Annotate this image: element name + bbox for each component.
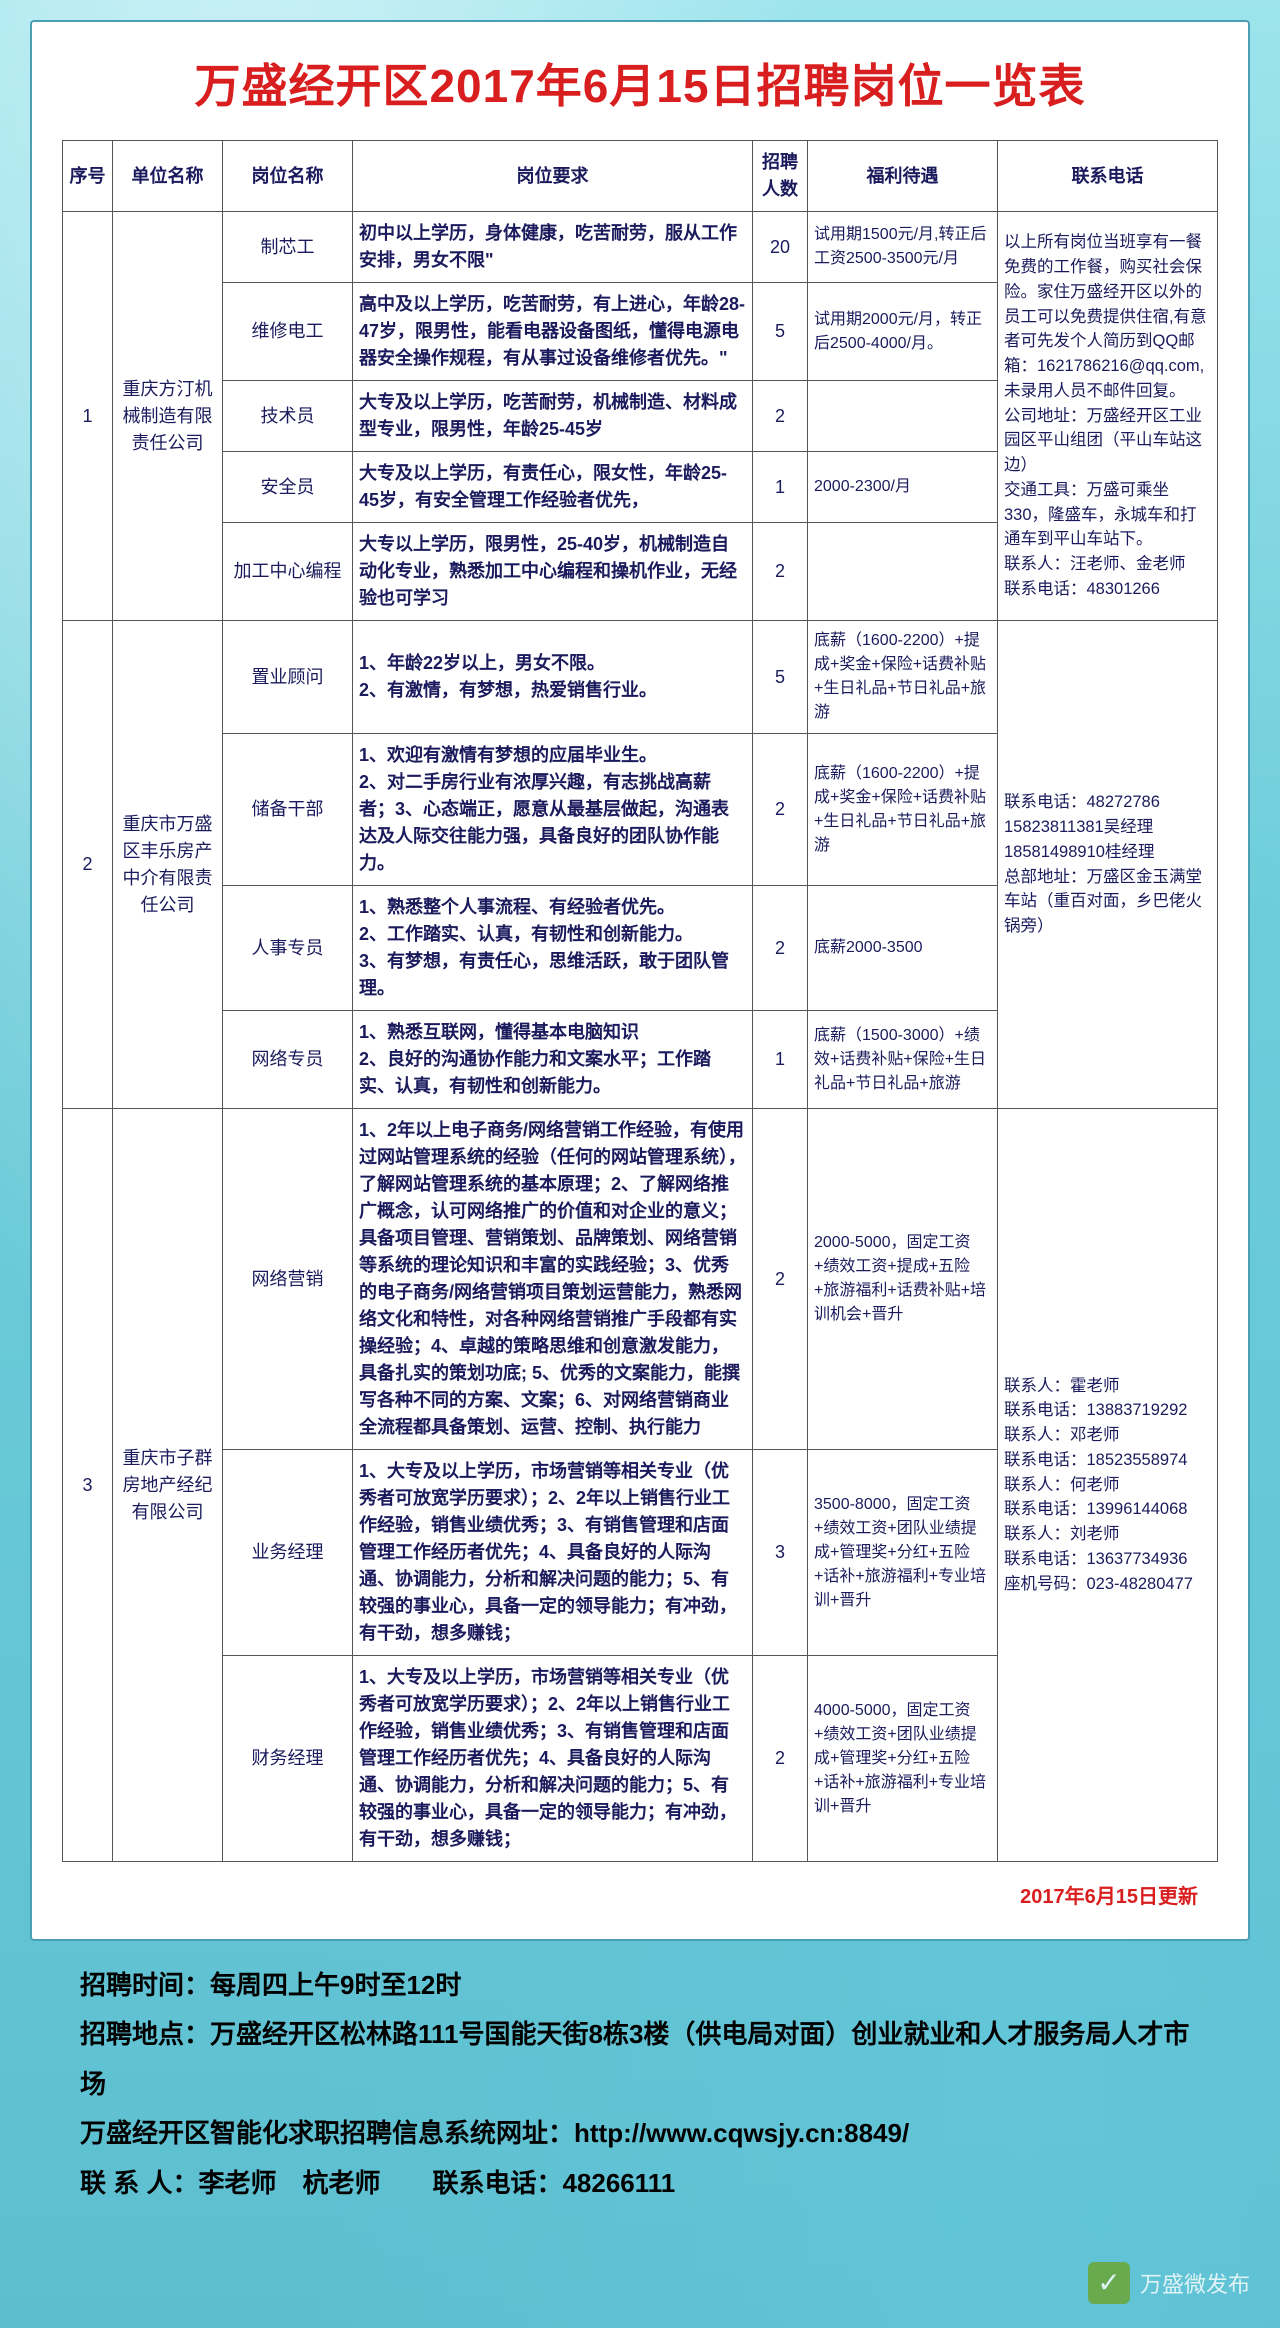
cell-requirement: 高中及以上学历，吃苦耐劳，有上进心，年龄28-47岁，限男性，能看电器设备图纸，… [353, 283, 753, 381]
cell-contact: 联系电话：48272786 15823811381吴经理 18581498910… [998, 621, 1218, 1109]
cell-number: 3 [753, 1450, 808, 1656]
cell-seq: 1 [63, 212, 113, 621]
cell-number: 5 [753, 283, 808, 381]
cell-requirement: 大专以上学历，限男性，25-40岁，机械制造自动化专业，熟悉加工中心编程和操机作… [353, 523, 753, 621]
update-note: 2017年6月15日更新 [62, 1880, 1218, 1909]
cell-contact: 联系人：霍老师 联系电话：13883719292 联系人：邓老师 联系电话：18… [998, 1109, 1218, 1862]
th-number: 招聘人数 [753, 141, 808, 212]
cell-benefit: 试用期1500元/月,转正后工资2500-3500元/月 [808, 212, 998, 283]
cell-contact: 以上所有岗位当班享有一餐免费的工作餐，购买社会保险。家住万盛经开区以外的员工可以… [998, 212, 1218, 621]
table-row: 2重庆市万盛区丰乐房产中介有限责任公司置业顾问1、年龄22岁以上，男女不限。 2… [63, 621, 1218, 734]
cell-position: 人事专员 [223, 886, 353, 1011]
cell-number: 2 [753, 381, 808, 452]
cell-position: 加工中心编程 [223, 523, 353, 621]
cell-number: 2 [753, 1109, 808, 1450]
cell-number: 1 [753, 452, 808, 523]
job-table: 序号 单位名称 岗位名称 岗位要求 招聘人数 福利待遇 联系电话 1重庆方汀机械… [62, 140, 1218, 1862]
cell-requirement: 1、欢迎有激情有梦想的应届毕业生。 2、对二手房行业有浓厚兴趣，有志挑战高薪者；… [353, 734, 753, 886]
page-title: 万盛经开区2017年6月15日招聘岗位一览表 [62, 32, 1218, 140]
footer-line: 招聘时间：每周四上午9时至12时 [80, 1961, 1210, 2010]
cell-benefit: 底薪2000-3500 [808, 886, 998, 1011]
cell-requirement: 1、2年以上电子商务/网络营销工作经验，有使用过网站管理系统的经验（任何的网站管… [353, 1109, 753, 1450]
cell-seq: 3 [63, 1109, 113, 1862]
th-requirement: 岗位要求 [353, 141, 753, 212]
cell-position: 技术员 [223, 381, 353, 452]
table-row: 3重庆市子群房地产经纪有限公司网络营销1、2年以上电子商务/网络营销工作经验，有… [63, 1109, 1218, 1450]
cell-benefit: 4000-5000，固定工资+绩效工资+团队业绩提成+管理奖+分红+五险+话补+… [808, 1656, 998, 1862]
watermark: ✓ 万盛微发布 [1088, 2262, 1250, 2304]
th-position: 岗位名称 [223, 141, 353, 212]
cell-number: 2 [753, 523, 808, 621]
cell-benefit: 底薪（1600-2200）+提成+奖金+保险+话费补贴+生日礼品+节日礼品+旅游 [808, 621, 998, 734]
cell-position: 财务经理 [223, 1656, 353, 1862]
cell-requirement: 初中以上学历，身体健康，吃苦耐劳，服从工作安排，男女不限" [353, 212, 753, 283]
cell-number: 2 [753, 886, 808, 1011]
cell-position: 网络专员 [223, 1011, 353, 1109]
cell-benefit [808, 523, 998, 621]
cell-requirement: 1、大专及以上学历，市场营销等相关专业（优秀者可放宽学历要求）；2、2年以上销售… [353, 1450, 753, 1656]
cell-position: 安全员 [223, 452, 353, 523]
cell-company: 重庆市万盛区丰乐房产中介有限责任公司 [113, 621, 223, 1109]
cell-requirement: 1、熟悉整个人事流程、有经验者优先。 2、工作踏实、认真，有韧性和创新能力。 3… [353, 886, 753, 1011]
wechat-icon: ✓ [1088, 2262, 1130, 2304]
cell-requirement: 1、年龄22岁以上，男女不限。 2、有激情，有梦想，热爱销售行业。 [353, 621, 753, 734]
cell-position: 维修电工 [223, 283, 353, 381]
cell-number: 5 [753, 621, 808, 734]
table-row: 1重庆方汀机械制造有限责任公司制芯工初中以上学历，身体健康，吃苦耐劳，服从工作安… [63, 212, 1218, 283]
cell-benefit: 试用期2000元/月，转正后2500-4000/月。 [808, 283, 998, 381]
footer-line: 招聘地点：万盛经开区松林路111号国能天街8栋3楼（供电局对面）创业就业和人才服… [80, 2010, 1210, 2109]
cell-requirement: 大专及以上学历，吃苦耐劳，机械制造、材料成型专业，限男性，年龄25-45岁 [353, 381, 753, 452]
footer-info: 招聘时间：每周四上午9时至12时 招聘地点：万盛经开区松林路111号国能天街8栋… [30, 1941, 1250, 2208]
cell-benefit: 3500-8000，固定工资+绩效工资+团队业绩提成+管理奖+分红+五险+话补+… [808, 1450, 998, 1656]
cell-benefit: 2000-5000，固定工资+绩效工资+提成+五险+旅游福利+话费补贴+培训机会… [808, 1109, 998, 1450]
cell-company: 重庆市子群房地产经纪有限公司 [113, 1109, 223, 1862]
cell-requirement: 1、大专及以上学历，市场营销等相关专业（优秀者可放宽学历要求）；2、2年以上销售… [353, 1656, 753, 1862]
cell-number: 20 [753, 212, 808, 283]
cell-seq: 2 [63, 621, 113, 1109]
cell-benefit: 底薪（1600-2200）+提成+奖金+保险+话费补贴+生日礼品+节日礼品+旅游 [808, 734, 998, 886]
th-company: 单位名称 [113, 141, 223, 212]
cell-position: 储备干部 [223, 734, 353, 886]
cell-position: 业务经理 [223, 1450, 353, 1656]
table-header-row: 序号 单位名称 岗位名称 岗位要求 招聘人数 福利待遇 联系电话 [63, 141, 1218, 212]
cell-number: 2 [753, 1656, 808, 1862]
cell-requirement: 1、熟悉互联网，懂得基本电脑知识 2、良好的沟通协作能力和文案水平；工作踏实、认… [353, 1011, 753, 1109]
footer-line: 联 系 人：李老师 杭老师 联系电话：48266111 [80, 2159, 1210, 2208]
cell-number: 1 [753, 1011, 808, 1109]
cell-requirement: 大专及以上学历，有责任心，限女性，年龄25-45岁，有安全管理工作经验者优先， [353, 452, 753, 523]
cell-company: 重庆方汀机械制造有限责任公司 [113, 212, 223, 621]
cell-benefit [808, 381, 998, 452]
watermark-text: 万盛微发布 [1140, 2267, 1250, 2299]
cell-benefit: 底薪（1500-3000）+绩效+话费补贴+保险+生日礼品+节日礼品+旅游 [808, 1011, 998, 1109]
cell-benefit: 2000-2300/月 [808, 452, 998, 523]
cell-position: 置业顾问 [223, 621, 353, 734]
th-contact: 联系电话 [998, 141, 1218, 212]
footer-line: 万盛经开区智能化求职招聘信息系统网址：http://www.cqwsjy.cn:… [80, 2109, 1210, 2158]
cell-position: 制芯工 [223, 212, 353, 283]
content-panel: 万盛经开区2017年6月15日招聘岗位一览表 序号 单位名称 岗位名称 岗位要求… [30, 20, 1250, 1941]
th-benefit: 福利待遇 [808, 141, 998, 212]
cell-position: 网络营销 [223, 1109, 353, 1450]
th-seq: 序号 [63, 141, 113, 212]
cell-number: 2 [753, 734, 808, 886]
